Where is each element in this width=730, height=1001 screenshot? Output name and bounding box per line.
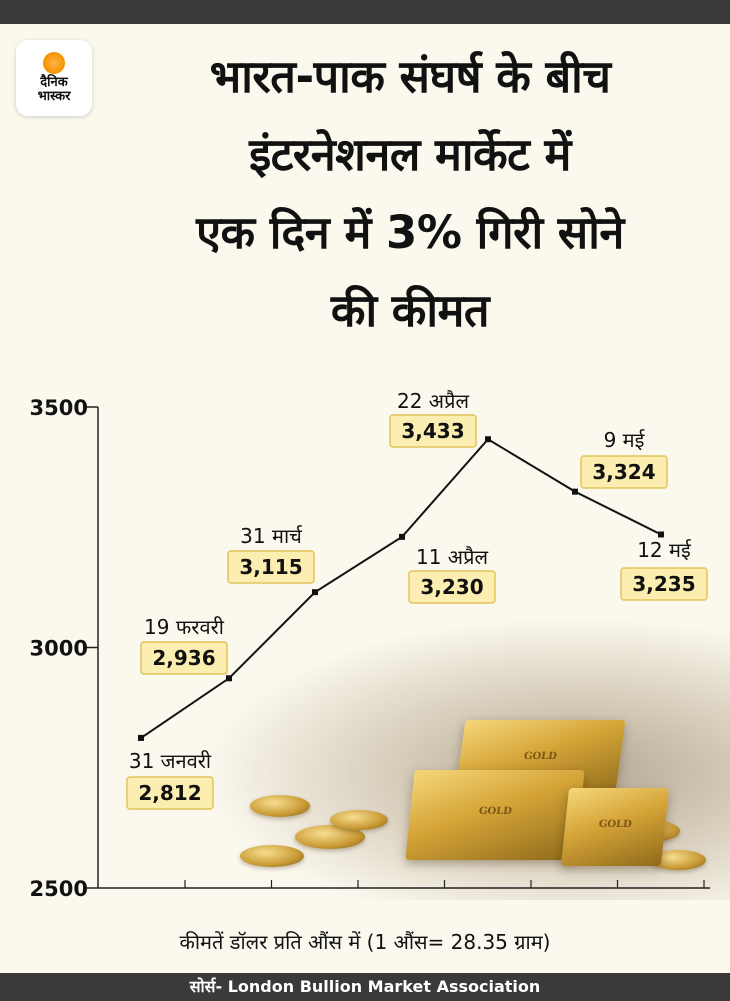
value-label-box-2 — [227, 550, 315, 584]
data-point-0 — [138, 734, 144, 741]
value-label-box-6 — [620, 567, 708, 601]
units-note: कीमतें डॉलर प्रति औंस में (1 औंस= 28.35 … — [179, 930, 551, 954]
headline-line-3: एक दिन में 3% गिरी सोने — [196, 206, 624, 259]
value-label-box-5 — [580, 455, 668, 489]
value-label-box-1 — [140, 641, 228, 675]
data-point-3 — [399, 533, 405, 540]
value-label-4: 3,433 — [401, 419, 464, 443]
date-label-1: 19 फरवरी — [144, 615, 225, 639]
value-label-3: 3,230 — [420, 575, 483, 599]
data-point-1 — [226, 675, 232, 682]
top-bar — [0, 0, 730, 24]
y-tick-label-0: 3500 — [30, 396, 88, 420]
headline-line-2: इंटरनेशनल मार्केट में — [249, 128, 571, 181]
gold-price-chart: 3500 3000 2500 31 जनवरी 2,812 19 फरवरी 2,936 31… — [30, 389, 710, 901]
value-label-box-3 — [408, 570, 496, 604]
date-label-4: 22 अप्रैल — [397, 389, 469, 413]
date-label-0: 31 जनवरी — [129, 749, 212, 773]
source-credit: सोर्स- London Bullion Market Association — [0, 973, 730, 1001]
value-label-5: 3,324 — [592, 460, 655, 484]
value-label-6: 3,235 — [632, 572, 695, 596]
date-label-2: 31 मार्च — [240, 524, 303, 548]
headline: भारत-पाक संघर्ष के बीच इंटरनेशनल मार्केट… — [100, 38, 720, 350]
value-label-0: 2,812 — [138, 781, 201, 805]
y-tick-label-1: 3000 — [30, 637, 88, 661]
headline-line-1: भारत-पाक संघर्ष के बीच — [209, 50, 611, 103]
data-point-6 — [658, 531, 664, 538]
dainik-bhaskar-logo: दैनिक भास्कर — [16, 40, 92, 116]
data-point-4 — [485, 436, 491, 443]
y-tick-label-2: 2500 — [30, 877, 88, 901]
logo-line-1: दैनिक — [40, 75, 68, 90]
date-label-6: 12 मई — [637, 538, 692, 562]
gold-bars-image: GOLD GOLD GOLD — [210, 620, 730, 900]
logo-line-2: भास्कर — [37, 89, 71, 104]
value-label-1: 2,936 — [152, 646, 215, 670]
value-label-box-0 — [126, 776, 214, 810]
date-label-3: 11 अप्रैल — [416, 545, 488, 569]
data-point-5 — [572, 488, 578, 495]
value-label-2: 3,115 — [239, 555, 302, 579]
value-label-box-4 — [389, 414, 477, 448]
date-label-5: 9 मई — [604, 428, 646, 452]
sun-icon — [43, 52, 65, 74]
headline-line-4: की कीमत — [330, 284, 490, 337]
data-point-2 — [312, 589, 318, 596]
